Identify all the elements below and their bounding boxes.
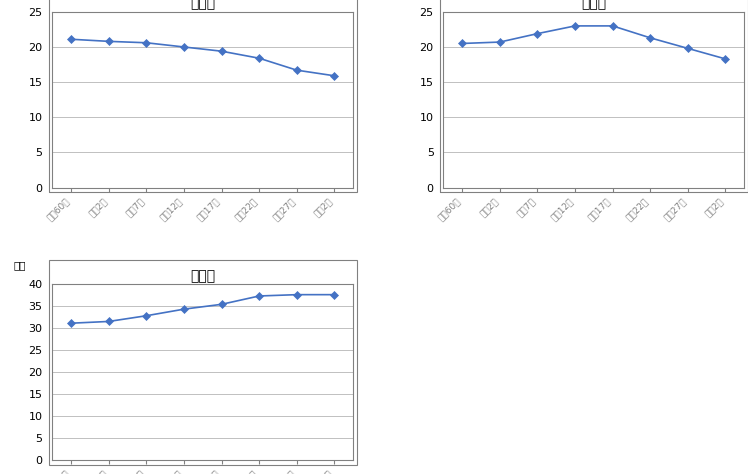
- Title: 大洗町: 大洗町: [190, 0, 215, 11]
- Title: 東海村: 東海村: [190, 269, 215, 283]
- Title: 城里町: 城里町: [581, 0, 607, 11]
- Text: 千人: 千人: [13, 260, 25, 270]
